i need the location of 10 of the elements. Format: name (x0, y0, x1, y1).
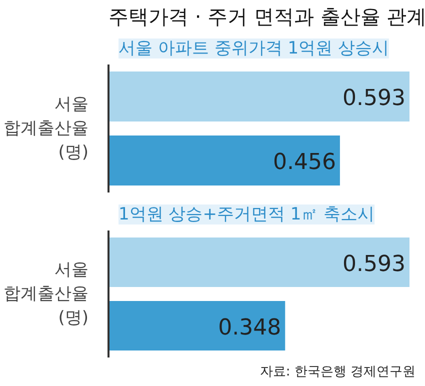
data-label: 0.348 (218, 315, 282, 340)
chart-subtitle: 1억원 상승+주거면적 1㎡ 축소시 (118, 204, 375, 224)
text: 자료: 한국은행 경제연구원 (260, 364, 416, 380)
y-axis-title: 서울 합계출산율 (명) (4, 260, 88, 328)
chart-subtitle: 서울 아파트 중위가격 1억원 상승시 (118, 38, 389, 58)
y-axis-title: 서울 합계출산율 (명) (4, 94, 88, 162)
data-label: 0.593 (342, 86, 406, 111)
chart-title: 주택가격 · 주거 면적과 출산율 관계 (108, 4, 425, 28)
data-label: 0.456 (272, 150, 336, 175)
data-label: 0.593 (342, 252, 406, 277)
